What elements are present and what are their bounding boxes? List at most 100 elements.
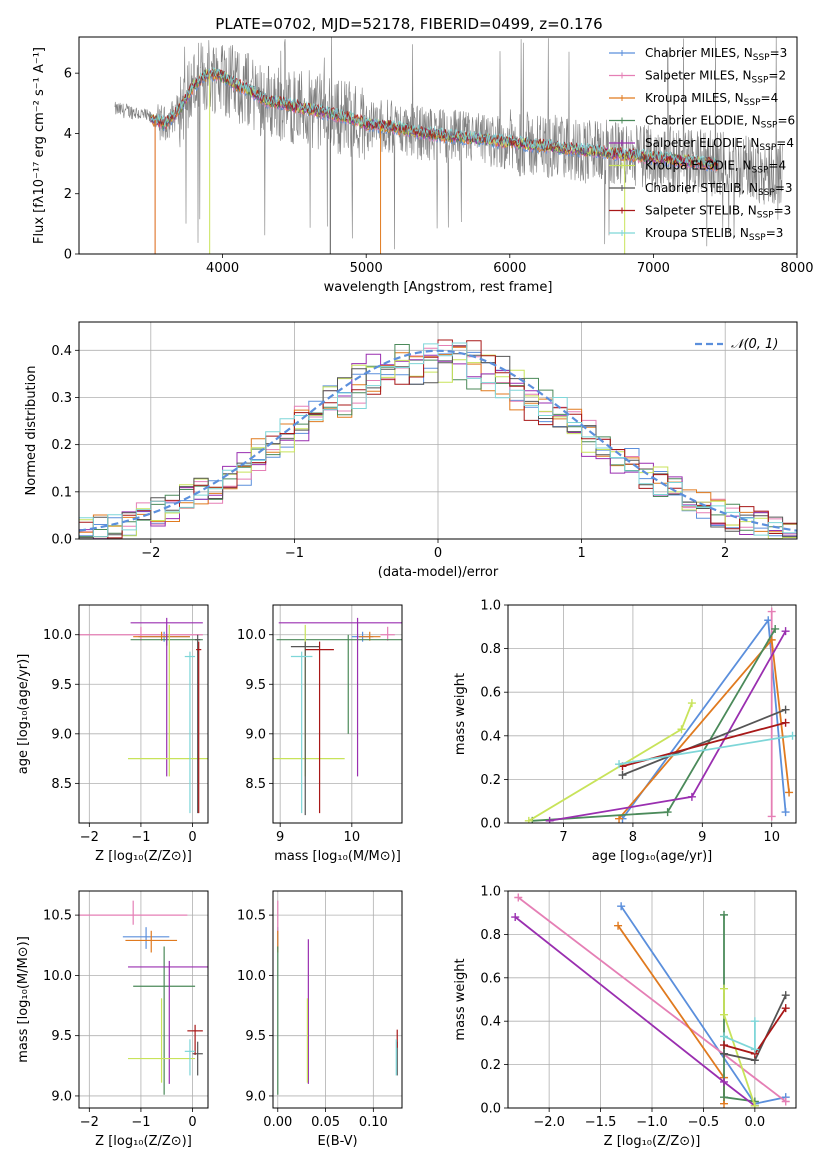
- weight-point-marker: [785, 788, 794, 797]
- x-tick-label: 10: [763, 830, 780, 845]
- y-tick-label: 8.5: [51, 777, 72, 792]
- y-tick-label: 0.6: [480, 686, 501, 701]
- weight-point-marker: [781, 1004, 790, 1013]
- y-tick-label: 10.0: [43, 969, 72, 984]
- weight-series: [720, 991, 790, 1065]
- legend-label: Chabrier ELODIE, NSSP=6: [645, 114, 795, 131]
- x-tick-label: 0.05: [311, 1115, 340, 1130]
- weight-point-marker: [720, 910, 728, 919]
- errorbar-point: [184, 1039, 196, 1076]
- weight-point-marker: [767, 812, 776, 821]
- errorbar-point: [196, 641, 202, 814]
- y-tick-label: 0.2: [480, 773, 501, 788]
- weight-point-marker: [618, 771, 627, 780]
- x-axis-label: wavelength [Angstrom, rest frame]: [324, 280, 553, 295]
- weight-series-line: [723, 1021, 756, 1051]
- errorbar-point: [195, 634, 201, 814]
- legend-marker: [619, 95, 625, 101]
- y-axis-label: Normed distribution: [24, 366, 39, 496]
- x-tick-label: 8: [629, 830, 637, 845]
- errorbar-point: [130, 617, 203, 777]
- y-tick-label: 0.6: [480, 971, 501, 986]
- y-tick-label: 0.0: [51, 533, 72, 548]
- legend-marker: [619, 230, 625, 236]
- legend-marker: [619, 117, 625, 124]
- errorbar-point: [128, 998, 196, 1083]
- y-tick-label: 9.5: [245, 1029, 266, 1044]
- x-tick-label: 0.00: [263, 1115, 292, 1130]
- y-tick-label: 9.0: [51, 727, 72, 742]
- weight-point-marker: [687, 699, 696, 708]
- weight-point-marker: [720, 1010, 728, 1019]
- y-tick-label: 10.5: [237, 909, 266, 924]
- weight-series: [615, 731, 796, 769]
- x-tick-label: −1: [131, 830, 150, 845]
- x-tick-label: 7000: [637, 261, 670, 276]
- y-tick-label: 4: [64, 127, 72, 142]
- weight-point-marker: [524, 816, 533, 823]
- legend-label: Chabrier MILES, NSSP=3: [645, 46, 787, 63]
- legend-label: Salpeter ELODIE, NSSP=4: [645, 136, 794, 153]
- weight-series: [720, 1017, 759, 1054]
- y-tick-label: 9.5: [51, 678, 72, 693]
- errorbar-plot: [273, 617, 402, 816]
- errorbar-point: [128, 960, 208, 1084]
- y-tick-label: 0.0: [480, 1102, 501, 1117]
- axes-frame: [507, 890, 797, 1109]
- x-axis-label: Z [log₁₀(Z/Z⊙)]: [95, 849, 192, 864]
- x-tick-label: 0: [188, 830, 196, 845]
- y-tick-label: 0: [64, 248, 72, 263]
- legend-marker: [619, 140, 625, 146]
- weight-point-marker: [750, 1045, 759, 1054]
- y-tick-label: 8.5: [245, 777, 266, 792]
- legend-marker: [619, 185, 625, 191]
- legend-label: Salpeter STELIB, NSSP=3: [645, 204, 791, 221]
- histogram-plot: [79, 339, 797, 539]
- x-tick-label: −1.5: [585, 1115, 617, 1130]
- weight-point-marker: [781, 718, 790, 727]
- weight-point-marker: [781, 991, 790, 1000]
- weight-point-marker: [720, 1077, 728, 1086]
- weight-series-line: [532, 628, 776, 822]
- x-tick-label: 0: [188, 1115, 196, 1130]
- weight-point-marker: [514, 893, 523, 902]
- x-axis-label: age [log₁₀(age/yr)]: [592, 849, 713, 864]
- weight-point-marker: [615, 760, 624, 769]
- y-axis-label: mass weight: [453, 673, 468, 755]
- x-tick-label: 0: [434, 546, 442, 561]
- axes-frame: [507, 604, 797, 824]
- y-tick-label: 10.0: [237, 628, 266, 643]
- y-tick-label: 9.0: [51, 1089, 72, 1104]
- y-tick-label: 9.5: [245, 678, 266, 693]
- weight-series: [524, 699, 696, 823]
- x-axis-label: E(B-V): [317, 1134, 357, 1149]
- x-tick-label: 4000: [206, 261, 239, 276]
- y-tick-label: 9.5: [51, 1029, 72, 1044]
- weight-point-marker: [720, 1049, 728, 1058]
- spectrum-panel: 4000 5000 6000 7000 8000 0 2 4 6 wavelength [Angs…: [32, 36, 814, 295]
- weight-point-marker: [750, 1101, 759, 1108]
- x-tick-label: 2: [721, 546, 729, 561]
- x-axis-label: (data-model)/error: [378, 565, 499, 580]
- axes-frame: [78, 36, 798, 255]
- errorbar-plot: [277, 900, 398, 1095]
- errorbar-point: [187, 1024, 203, 1055]
- x-axis-label: Z [log₁₀(Z/Z⊙)]: [604, 1134, 701, 1149]
- y-tick-label: 0.8: [480, 928, 501, 943]
- errorbar-point: [290, 651, 313, 814]
- x-tick-label: −1.0: [636, 1115, 668, 1130]
- y-axis-label: age [log₁₀(age/yr)]: [16, 654, 31, 775]
- y-tick-label: 10.0: [43, 628, 72, 643]
- weight-point-marker: [788, 731, 796, 740]
- weight-point-marker: [614, 921, 623, 930]
- weight-series-line: [622, 708, 786, 776]
- weight-plot: [511, 893, 790, 1108]
- weight-point-marker: [720, 1093, 728, 1102]
- legend-marker: [619, 162, 625, 169]
- legend-marker: [619, 50, 625, 56]
- weight-point-marker: [720, 984, 728, 993]
- x-tick-label: −2: [80, 1115, 99, 1130]
- x-tick-label: 7: [559, 830, 567, 845]
- y-tick-label: 10.0: [237, 969, 266, 984]
- axes-frame: [272, 604, 403, 824]
